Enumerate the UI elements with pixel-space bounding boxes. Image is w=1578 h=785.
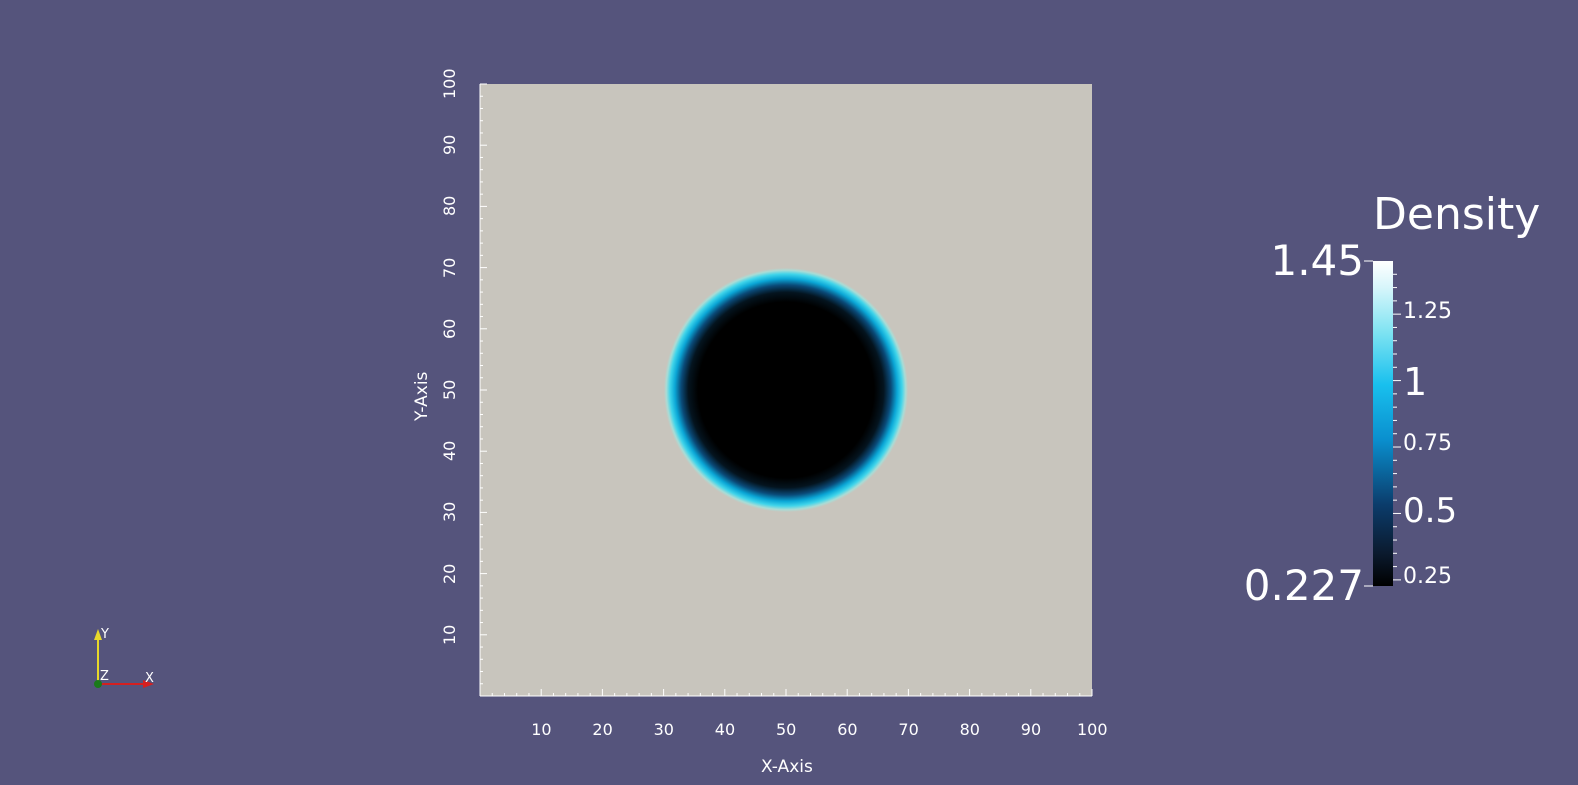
colorbar-tick-label: 1 <box>1403 360 1428 404</box>
x-tick-label: 10 <box>531 720 552 739</box>
orientation-z-axis <box>94 680 102 688</box>
colorbar-min-label: 0.227 <box>1243 561 1364 610</box>
orientation-z-label: Z <box>100 669 109 684</box>
x-tick-label: 80 <box>959 720 980 739</box>
orientation-x-label: X <box>145 671 154 686</box>
x-tick-label: 60 <box>837 720 858 739</box>
x-tick-label: 50 <box>776 720 797 739</box>
colorbar-gradient[interactable] <box>1373 261 1393 586</box>
colorbar-tick-label: 0.75 <box>1403 431 1452 456</box>
colorbar-tick-label: 0.5 <box>1403 491 1458 531</box>
x-tick-label: 20 <box>592 720 613 739</box>
y-tick-label: 60 <box>440 318 459 339</box>
x-tick-label: 30 <box>653 720 674 739</box>
orientation-y-label: Y <box>101 627 109 642</box>
x-tick-label: 100 <box>1077 720 1108 739</box>
colorbar-title: Density <box>1373 189 1541 240</box>
y-tick-label: 10 <box>440 624 459 645</box>
x-tick-label: 90 <box>1020 720 1042 739</box>
y-tick-label: 20 <box>440 563 459 584</box>
y-tick-label: 100 <box>440 68 459 99</box>
colorbar-tick-label: 1.25 <box>1403 299 1452 324</box>
y-tick-label: 40 <box>440 440 459 462</box>
colorbar-ticks <box>1364 260 1401 587</box>
colorbar-max-label: 1.45 <box>1270 236 1364 285</box>
y-tick-label: 90 <box>440 134 459 156</box>
y-axis-ticks <box>479 83 487 697</box>
y-tick-label: 50 <box>440 379 459 400</box>
orientation-y-arrow <box>94 629 102 640</box>
x-tick-label: 70 <box>898 720 919 739</box>
low-density-bubble <box>663 267 909 513</box>
x-axis-ticks <box>479 689 1093 697</box>
y-axis-title: Y-Axis <box>412 371 432 421</box>
colorbar-tick-label: 0.25 <box>1403 564 1452 589</box>
orientation-axes <box>94 629 154 688</box>
y-tick-label: 70 <box>440 257 459 278</box>
y-tick-label: 30 <box>440 502 459 523</box>
x-tick-label: 40 <box>714 720 736 739</box>
orientation-x-arrow <box>143 680 154 688</box>
y-tick-label: 80 <box>440 196 459 217</box>
x-axis-title: X-Axis <box>761 757 813 777</box>
